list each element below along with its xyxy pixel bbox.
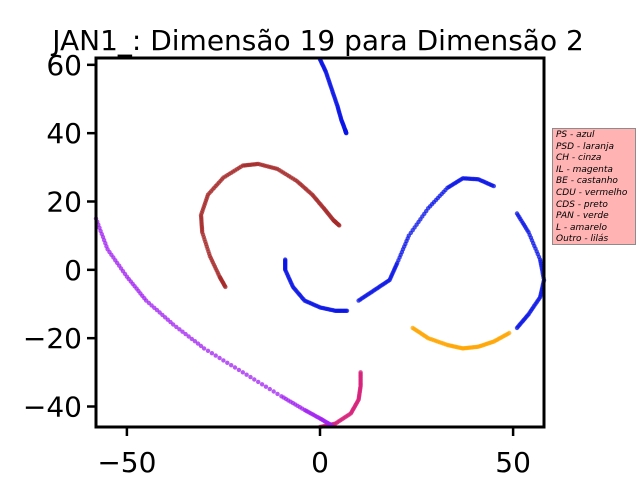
data-point [180,329,185,334]
legend-entry: PAN - verde [556,211,609,222]
data-point [491,183,496,189]
data-point [271,389,276,394]
data-point [248,374,253,380]
legend-entry: BE - castanho [556,176,618,187]
y-tick-label: 20 [46,186,82,219]
y-tick-label: 60 [46,49,82,82]
y-axis: −40 −20 0 20 40 60 [23,49,96,424]
data-point [225,360,230,365]
data-point [240,370,245,375]
x-tick-label: −50 [97,446,156,479]
data-point [514,325,520,331]
data-point [252,377,257,382]
data-point [186,334,191,339]
data-point [201,346,207,351]
data-point [221,358,226,363]
data-point [344,308,350,313]
data-point [275,391,280,397]
data-point [259,382,265,387]
data-point [267,386,272,392]
y-tick-label: −40 [23,391,82,424]
data-point [189,336,194,342]
legend-entry: CH - cinza [556,153,602,164]
y-tick-label: −20 [23,322,82,355]
data-point [198,343,204,349]
data-point [171,322,176,327]
legend-entry: PS - azul [556,130,595,140]
data-point [177,327,182,332]
legend-entry: IL - magenta [556,164,613,175]
legend-entry: CDU - vermelho [556,187,628,198]
data-point [337,223,342,228]
legend-entry: PSD - laranja [556,141,614,152]
legend: PS - azul PSD - laranja CH - cinza IL - mag… [552,128,636,245]
data-point [344,131,349,136]
data-point [213,353,218,358]
data-point [256,379,261,385]
x-axis: −50 0 50 [97,427,531,479]
data-point [205,348,211,353]
data-point [195,341,201,346]
data-point [229,363,234,368]
data-point [217,355,222,361]
y-tick-label: 0 [64,254,82,287]
data-point [236,367,242,373]
x-tick-label: 0 [311,446,329,479]
x-tick-label: 50 [495,446,531,479]
data-point [183,331,188,337]
data-point [244,372,249,377]
legend-entry: CDS - preto [556,199,608,210]
y-tick-label: 40 [46,117,82,150]
data-point [263,384,269,389]
data-point [232,365,238,370]
chart-title: JAN1_: Dimensão 19 para Dimensão 2 [50,24,584,57]
data-point [192,339,198,344]
plot-frame [94,56,546,429]
data-point [174,324,179,330]
data-points [93,57,547,430]
legend-entry: Outro - lilás [556,234,609,245]
data-point [209,351,215,356]
data-point [507,330,512,336]
legend-entry: L - amarelo [556,222,608,233]
